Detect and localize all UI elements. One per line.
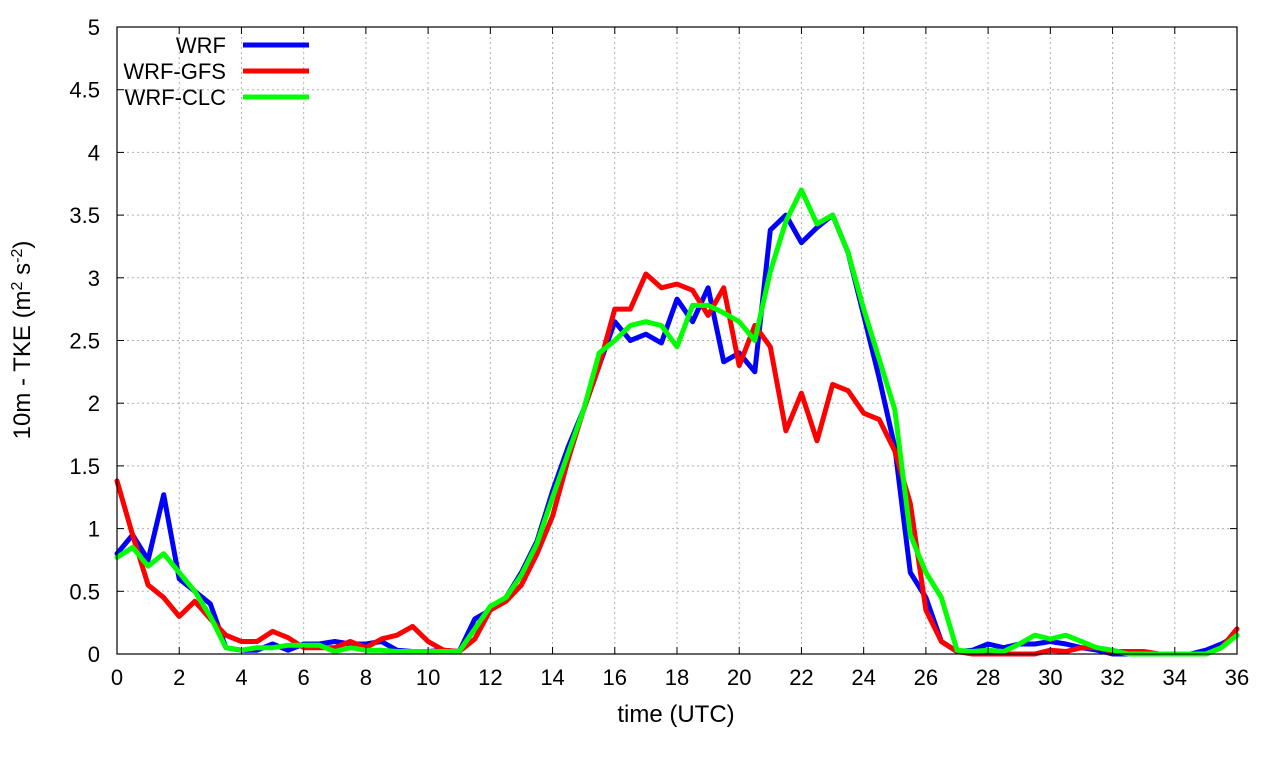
y-tick-label: 2 [88,391,100,416]
x-axis-title: time (UTC) [617,701,734,728]
x-tick-label: 22 [789,665,813,690]
x-tick-label: 6 [298,665,310,690]
x-tick-label: 20 [727,665,751,690]
y-tick-label: 4.5 [69,78,100,103]
series-line-wrf-clc [114,187,1240,657]
x-tick-label: 26 [914,665,938,690]
y-axis-ticks: 0 0.5 1 1.5 2 2.5 3 3.5 4 4.5 5 [69,15,1237,667]
y-tick-label: 2.5 [69,329,100,354]
x-tick-label: 14 [540,665,564,690]
legend-label-wrf-clc: WRF-CLC [125,85,227,110]
x-tick-label: 24 [851,665,875,690]
y-tick-label: 1 [88,517,100,542]
x-tick-label: 28 [976,665,1000,690]
y-axis-title-main: 10m - TKE (m [9,290,36,439]
y-axis-title-mid: s [9,263,36,282]
x-tick-label: 36 [1225,665,1249,690]
x-tick-label: 32 [1100,665,1124,690]
legend-label-wrf-gfs: WRF-GFS [123,59,226,84]
x-tick-label: 12 [478,665,502,690]
y-tick-label: 0 [88,642,100,667]
x-tick-label: 0 [111,665,123,690]
y-tick-label: 1.5 [69,454,100,479]
y-tick-label: 3.5 [69,203,100,228]
legend-label-wrf: WRF [176,33,226,58]
x-tick-label: 2 [173,665,185,690]
x-tick-label: 30 [1038,665,1062,690]
x-tick-label: 16 [603,665,627,690]
x-tick-label: 18 [665,665,689,690]
x-tick-label: 4 [235,665,247,690]
y-axis-title-sup1: 2 [9,281,26,290]
x-tick-label: 10 [416,665,440,690]
y-tick-label: 3 [88,266,100,291]
x-axis-ticks: 0 2 4 6 8 10 12 14 16 18 20 22 24 26 28 30 32 34 36 [111,27,1249,690]
x-tick-label: 34 [1163,665,1187,690]
y-tick-label: 0.5 [69,579,100,604]
y-axis-title: 10m - TKE (m2 s-2) [9,241,37,440]
y-axis-title-end: ) [9,241,36,249]
y-tick-label: 4 [88,140,100,165]
x-tick-label: 8 [360,665,372,690]
y-tick-label: 5 [88,15,100,40]
y-axis-title-sup2: -2 [9,249,26,263]
